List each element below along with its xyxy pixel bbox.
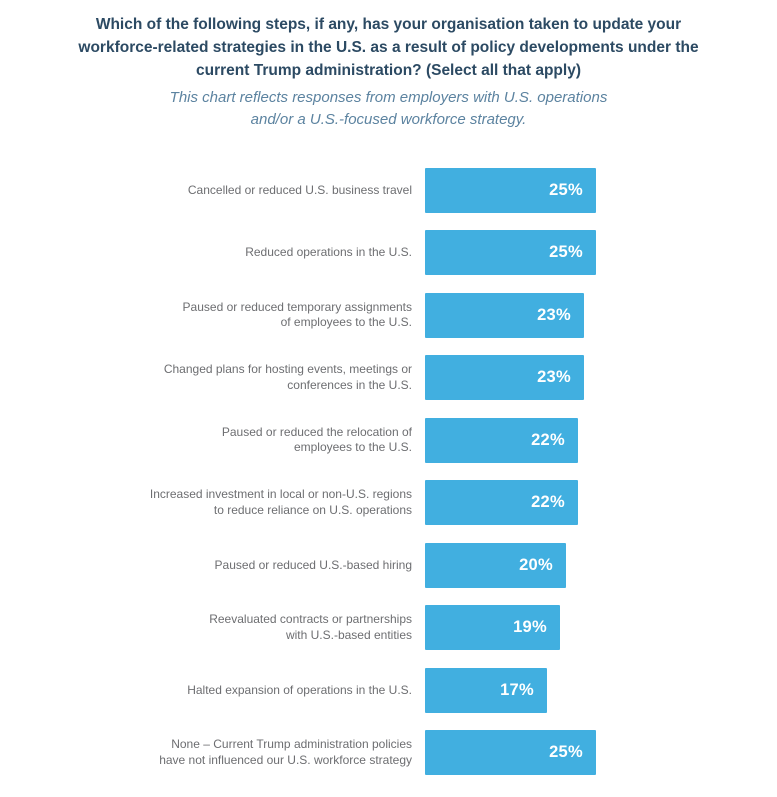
bar: 22%: [425, 480, 578, 526]
chart-subtitle: This chart reflects responses from emplo…: [169, 89, 608, 128]
bar: 23%: [425, 355, 584, 401]
category-label: Changed plans for hosting events, meetin…: [163, 362, 412, 392]
chart-row: Cancelled or reduced U.S. business trave…: [0, 159, 777, 222]
horizontal-bar-chart: Cancelled or reduced U.S. business trave…: [0, 159, 777, 784]
value-label: 23%: [537, 368, 571, 387]
value-label: 17%: [500, 680, 534, 699]
category-label: Increased investment in local or non-U.S…: [149, 487, 412, 517]
chart-row: Changed plans for hosting events, meetin…: [0, 347, 777, 410]
bar: 23%: [425, 292, 584, 338]
chart-header: Which of the following steps, if any, ha…: [0, 0, 777, 131]
value-label: 25%: [549, 180, 583, 199]
value-label: 25%: [549, 243, 583, 262]
chart-row: Reduced operations in the U.S. 25%: [0, 222, 777, 285]
category-label: Paused or reduced U.S.-based hiring: [214, 557, 412, 572]
value-label: 22%: [531, 430, 565, 449]
chart-title: Which of the following steps, if any, ha…: [78, 16, 699, 79]
category-label: Halted expansion of operations in the U.…: [187, 682, 412, 697]
value-label: 25%: [549, 743, 583, 762]
chart-row: Increased investment in local or non-U.S…: [0, 472, 777, 535]
chart-row: Paused or reduced the relocation of empl…: [0, 409, 777, 472]
value-label: 20%: [519, 555, 553, 574]
category-label: Paused or reduced temporary assignments …: [182, 299, 412, 330]
category-label: Paused or reduced the relocation of empl…: [221, 424, 412, 455]
bar: 20%: [425, 542, 566, 588]
bar: 25%: [425, 730, 596, 776]
chart-row: Reevaluated contracts or partnerships wi…: [0, 597, 777, 660]
bar: 22%: [425, 417, 578, 463]
value-label: 19%: [513, 618, 547, 637]
category-label: None – Current Trump administration poli…: [159, 737, 412, 767]
chart-row: Paused or reduced temporary assignments …: [0, 284, 777, 347]
value-label: 23%: [537, 305, 571, 324]
chart-row: Paused or reduced U.S.-based hiring 20%: [0, 534, 777, 597]
bar: 25%: [425, 167, 596, 213]
bar: 19%: [425, 605, 560, 651]
category-label: Reduced operations in the U.S.: [245, 245, 412, 259]
bar: 17%: [425, 667, 547, 713]
category-label: Reevaluated contracts or partnerships wi…: [209, 612, 412, 642]
category-label: Cancelled or reduced U.S. business trave…: [187, 182, 412, 197]
bar: 25%: [425, 230, 596, 276]
chart-row: Halted expansion of operations in the U.…: [0, 659, 777, 722]
value-label: 22%: [531, 493, 565, 512]
chart-row: None – Current Trump administration poli…: [0, 722, 777, 785]
